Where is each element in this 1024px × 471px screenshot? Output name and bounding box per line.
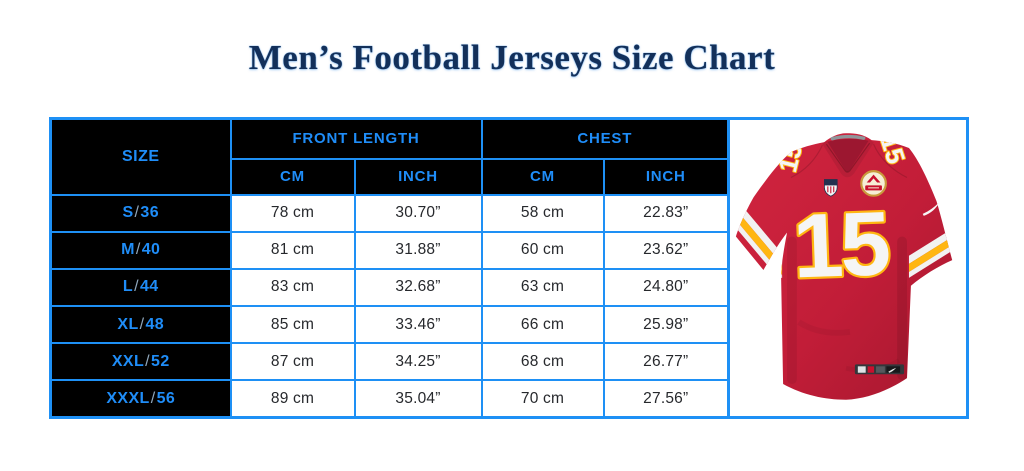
front-length-inch: 34.25” (353, 342, 483, 382)
mesh-panel-right (897, 236, 907, 381)
front-length-inch: 32.68” (353, 267, 483, 307)
front-length-cm: 83 cm (229, 267, 356, 307)
size-number: 48 (145, 315, 165, 333)
collar-trim-shadow (825, 142, 871, 173)
front-length-inch: 31.88” (353, 230, 483, 270)
size-number: 56 (156, 389, 176, 407)
nfl-shield-icon (824, 179, 838, 197)
header-row-groups: SIZE FRONT LENGTH CHEST (49, 117, 730, 196)
size-slash: / (135, 241, 141, 259)
col-header-front-inch: INCH (353, 157, 483, 196)
size-slash: / (134, 204, 140, 222)
size-name: XXXL (106, 389, 150, 407)
size-name: S (122, 204, 134, 222)
front-length-cm: 85 cm (229, 304, 356, 345)
chest-cm: 66 cm (480, 304, 605, 345)
table-row-l44: L/44 83 cm 32.68” 63 cm 24.80” (49, 267, 730, 307)
chest-cm: 63 cm (480, 267, 605, 307)
chest-cm: 70 cm (480, 379, 605, 419)
fabric-wrinkle (797, 319, 851, 336)
team-patch-icon (860, 170, 887, 197)
chest-inch: 24.80” (602, 267, 730, 307)
col-header-size: SIZE (49, 117, 232, 196)
col-header-chest-inch: INCH (602, 157, 730, 196)
seam-right (873, 143, 908, 179)
col-header-chest: CHEST (480, 117, 730, 160)
size-label: XL/48 (49, 304, 232, 345)
collar-inner (825, 138, 871, 175)
size-label: XXXL/56 (49, 379, 232, 419)
size-number: 40 (141, 241, 161, 259)
jersey-image-panel: 15 15 15 (730, 117, 969, 419)
collar-stripe (830, 134, 866, 141)
header-row-units: CM INCH CM INCH (51, 157, 730, 196)
size-label: S/36 (49, 193, 232, 233)
chest-cm: 58 cm (480, 193, 605, 233)
page-title: Men’s Football Jerseys Size Chart (248, 38, 776, 77)
chest-inch: 22.83” (602, 193, 730, 233)
chest-cm: 68 cm (480, 342, 605, 382)
front-length-inch: 33.46” (353, 304, 483, 345)
size-chart-board: SIZE FRONT LENGTH CHEST CM INCH CM INCH … (49, 117, 969, 419)
table-row-m40: M/40 81 cm 31.88” 60 cm 23.62” (49, 230, 730, 270)
seam-left (790, 144, 823, 179)
front-length-cm: 81 cm (229, 230, 356, 270)
size-slash: / (134, 278, 139, 296)
chest-inch: 23.62” (602, 230, 730, 270)
jersey-image: 15 15 15 (735, 133, 953, 400)
table-row-xl48: XL/48 85 cm 33.46” 66 cm 25.98” (49, 304, 730, 345)
front-length-inch: 35.04” (353, 379, 483, 419)
size-slash: / (150, 389, 156, 407)
size-name: L (122, 278, 134, 296)
chest-inch: 26.77” (602, 342, 730, 382)
size-label: M/40 (49, 230, 232, 270)
size-label: L/44 (49, 267, 232, 307)
col-header-front-length: FRONT LENGTH (229, 117, 483, 160)
col-header-front-cm: CM (229, 157, 356, 196)
chest-number: 15 (791, 193, 890, 297)
table-row-xxxl56: XXXL/56 89 cm 35.04” 70 cm 27.56” (49, 379, 730, 419)
table-row-s36: S/36 78 cm 30.70” 58 cm 22.83” (49, 193, 730, 233)
front-length-cm: 78 cm (229, 193, 356, 233)
size-name: M (121, 241, 135, 259)
nike-swoosh-icon (922, 202, 940, 216)
chest-inch: 27.56” (602, 379, 730, 419)
front-length-cm: 89 cm (229, 379, 356, 419)
sleeve-stripes-right (908, 228, 953, 298)
mesh-panel-left (787, 236, 797, 385)
size-label: XXL/52 (49, 342, 232, 382)
size-slash: / (139, 315, 145, 333)
chest-inch: 25.98” (602, 304, 730, 345)
col-header-chest-cm: CM (480, 157, 605, 196)
size-slash: / (145, 352, 151, 370)
size-number: 44 (139, 278, 159, 296)
table-row-xxl52: XXL/52 87 cm 34.25” 68 cm 26.77” (49, 342, 730, 382)
size-name: XL (117, 315, 139, 333)
size-name: XXL (111, 352, 145, 370)
collar-trim (822, 139, 874, 178)
front-length-inch: 30.70” (353, 193, 483, 233)
size-number: 52 (151, 352, 170, 370)
chest-cm: 60 cm (480, 230, 605, 270)
size-number: 36 (140, 204, 160, 222)
front-length-cm: 87 cm (229, 342, 356, 382)
jock-tag (854, 364, 905, 375)
size-table: SIZE FRONT LENGTH CHEST CM INCH CM INCH … (49, 117, 730, 419)
